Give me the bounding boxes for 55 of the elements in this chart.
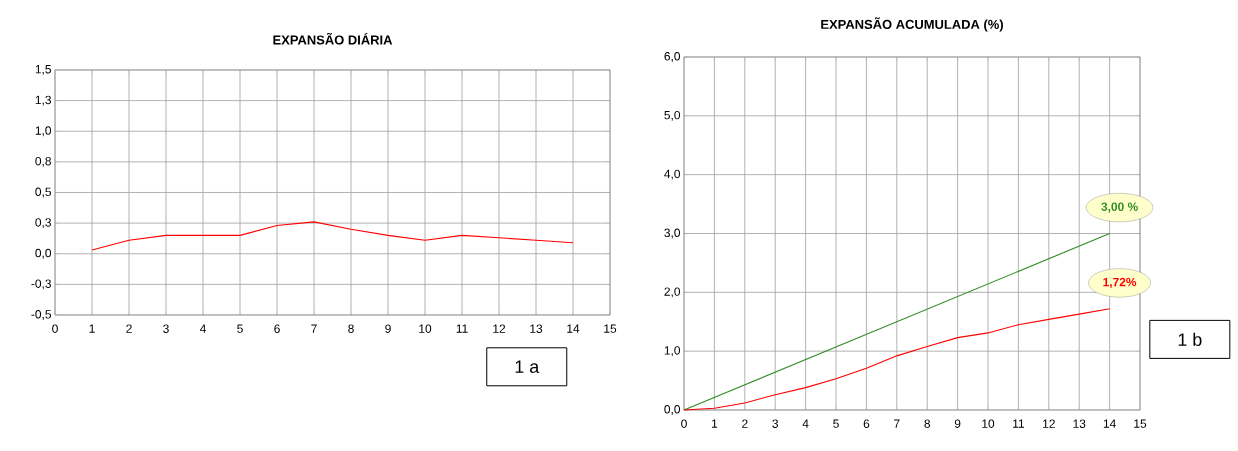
x-tick-label: 10 bbox=[982, 419, 995, 428]
y-tick-label: 0,3 bbox=[35, 218, 51, 229]
x-tick-label: 8 bbox=[348, 324, 354, 333]
x-tick-label: 5 bbox=[833, 419, 839, 428]
x-tick-label: 6 bbox=[274, 324, 280, 333]
x-tick-label: 1 bbox=[712, 419, 718, 428]
x-tick-label: 13 bbox=[1073, 419, 1086, 428]
y-tick-label: 1,0 bbox=[35, 126, 52, 137]
x-tick-label: 14 bbox=[1103, 419, 1116, 428]
x-tick-label: 7 bbox=[311, 324, 317, 333]
y-tick-label: 1,0 bbox=[664, 346, 681, 357]
x-tick-label: 9 bbox=[954, 419, 961, 428]
x-tick-label: 15 bbox=[604, 324, 617, 333]
x-tick-label: 3 bbox=[163, 324, 169, 333]
x-tick-label: 14 bbox=[567, 324, 580, 333]
y-tick-label: 0,0 bbox=[35, 248, 52, 259]
x-tick-label: 12 bbox=[1043, 419, 1055, 428]
x-tick-label: 3 bbox=[772, 419, 779, 428]
annotation: 1,72% bbox=[1103, 277, 1137, 288]
x-tick-label: 7 bbox=[894, 419, 900, 428]
x-tick-label: 10 bbox=[419, 324, 432, 333]
x-tick-label: 2 bbox=[126, 324, 132, 333]
x-tick-label: 6 bbox=[863, 419, 870, 428]
y-tick-label: 2,0 bbox=[664, 287, 681, 298]
chart-title: EXPANSÃO DIÁRIA bbox=[273, 32, 393, 45]
x-tick-label: 11 bbox=[1013, 419, 1025, 428]
x-tick-label: 4 bbox=[802, 419, 809, 428]
chart-title: EXPANSÃO ACUMULADA (%) bbox=[821, 17, 1003, 32]
y-tick-label: 0,8 bbox=[35, 156, 51, 167]
x-tick-label: 1 bbox=[89, 324, 95, 333]
y-tick-label: 1,3 bbox=[35, 95, 51, 106]
y-tick-label: 6,0 bbox=[664, 52, 681, 62]
x-tick-label: 4 bbox=[199, 324, 206, 333]
text: 1 a bbox=[515, 360, 540, 374]
y-tick-label: -0,5 bbox=[31, 310, 51, 320]
x-tick-label: 8 bbox=[924, 419, 931, 428]
x-tick-label: 2 bbox=[742, 419, 748, 428]
x-tick-label: 15 bbox=[1134, 419, 1147, 428]
y-tick-label: 3,0 bbox=[664, 228, 681, 239]
y-tick-label: 1,5 bbox=[35, 65, 51, 75]
y-tick-label: 0,5 bbox=[35, 187, 51, 198]
text: 1 b bbox=[1178, 332, 1202, 346]
x-tick-label: 11 bbox=[456, 324, 468, 333]
x-tick-label: 12 bbox=[493, 324, 506, 333]
y-tick-label: 4,0 bbox=[664, 169, 681, 180]
y-tick-label: 5,0 bbox=[664, 110, 681, 121]
annotation: 3,00 % bbox=[1101, 202, 1138, 213]
y-tick-label: 0,0 bbox=[664, 405, 681, 415]
y-tick-label: -0,3 bbox=[31, 279, 51, 290]
x-tick-label: 0 bbox=[681, 419, 687, 428]
x-tick-label: 13 bbox=[530, 324, 543, 333]
x-tick-label: 9 bbox=[385, 324, 391, 333]
x-tick-label: 5 bbox=[237, 324, 243, 333]
line-series bbox=[683, 308, 1111, 411]
x-tick-label: 0 bbox=[52, 324, 58, 333]
